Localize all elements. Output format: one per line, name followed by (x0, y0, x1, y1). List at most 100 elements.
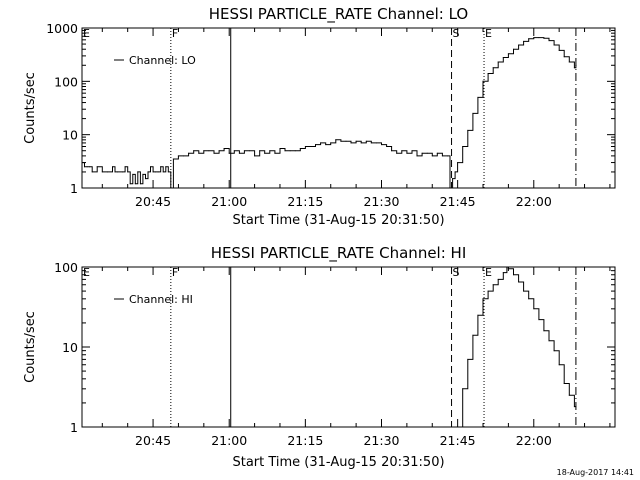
data-point-lo (396, 152, 398, 154)
data-point-lo (340, 140, 342, 142)
event-marker-lo: E (485, 27, 492, 40)
data-point-lo (259, 150, 261, 152)
data-point-lo (203, 150, 205, 152)
data-point-lo (381, 144, 382, 146)
data-point-lo (325, 144, 327, 146)
data-point-hi (523, 290, 525, 292)
event-marker-lo: S (453, 27, 460, 40)
data-point-hi (553, 350, 555, 352)
y-tick-label-lo: 100 (54, 74, 78, 89)
data-point-lo (411, 150, 413, 152)
data-point-lo (132, 173, 134, 175)
data-point-lo (170, 187, 172, 189)
data-point-hi (502, 272, 504, 274)
data-point-lo (188, 152, 190, 154)
chart-title-lo: HESSI PARTICLE_RATE Channel: LO (209, 5, 468, 24)
data-point-lo (426, 152, 428, 154)
data-point-hi (568, 394, 570, 396)
data-point-lo (462, 146, 464, 147)
plot-frame-lo (81, 27, 616, 189)
legend-entry-hi: Channel: HI (129, 293, 193, 306)
data-point-lo (457, 162, 459, 164)
y-tick-label-hi: 1 (70, 420, 78, 435)
data-point-hi (548, 340, 550, 342)
data-point-lo (284, 150, 286, 152)
data-point-hi (472, 334, 474, 336)
data-point-lo (563, 56, 565, 58)
data-point-lo (155, 171, 157, 173)
data-point-lo (320, 142, 322, 144)
data-point-lo (309, 146, 311, 147)
data-point-lo (350, 142, 352, 144)
x-tick-label-hi: 20:45 (135, 433, 171, 448)
x-tick-label-lo: 22:00 (516, 194, 552, 209)
corner-marker-hi: E (83, 266, 90, 279)
data-point-lo (96, 166, 98, 168)
event-marker-lo: F (172, 27, 178, 40)
data-point-hi (462, 388, 464, 390)
chart-panel-lo: HESSI PARTICLE_RATE Channel: LO 1 10 100 100… (23, 5, 616, 228)
data-point-lo (183, 155, 184, 157)
data-point-lo (150, 166, 151, 168)
plot-frame-hi (81, 266, 616, 428)
data-point-lo (487, 73, 489, 74)
data-point-lo (233, 150, 235, 152)
data-point-lo (523, 40, 525, 42)
data-point-lo (137, 171, 139, 173)
data-point-lo (198, 152, 200, 154)
data-point-lo (528, 38, 530, 40)
data-point-lo (533, 37, 535, 39)
data-point-lo (139, 183, 141, 185)
data-point-lo (122, 171, 124, 173)
data-point-lo (360, 142, 362, 144)
data-point-lo (299, 148, 301, 149)
data-point-lo (142, 173, 144, 175)
data-point-lo (114, 171, 116, 173)
x-tick-label-hi: 22:00 (516, 433, 552, 448)
data-point-lo (218, 150, 220, 152)
data-point-lo (449, 187, 451, 189)
data-point-lo (81, 162, 83, 164)
data-point-lo (145, 178, 146, 180)
data-point-lo (335, 139, 337, 141)
event-marker-hi: F (172, 266, 178, 279)
data-point-lo (289, 150, 291, 152)
data-point-lo (441, 155, 443, 157)
data-point-lo (548, 40, 550, 42)
data-point-lo (213, 152, 215, 154)
x-tick-label-lo: 21:15 (287, 194, 323, 209)
data-point-lo (208, 150, 210, 152)
data-point-hi (543, 330, 545, 332)
data-point-lo (243, 150, 245, 152)
data-point-lo (406, 152, 408, 154)
data-point-lo (101, 171, 103, 173)
data-point-hi (573, 406, 575, 408)
data-point-lo (401, 150, 403, 152)
data-point-lo (416, 155, 418, 157)
data-point-lo (91, 171, 93, 173)
data-point-lo (386, 146, 388, 147)
data-point-lo (134, 183, 136, 185)
y-tick-label-hi: 10 (62, 340, 78, 355)
data-point-lo (84, 166, 85, 168)
event-marker-hi: E (485, 266, 492, 279)
data-point-lo (507, 53, 509, 55)
y-axis-label-hi: Counts/sec (23, 311, 38, 383)
data-point-hi (507, 268, 509, 270)
data-point-lo (304, 146, 306, 147)
data-point-lo (355, 140, 357, 142)
corner-marker-lo: E (83, 27, 90, 40)
data-point-lo (294, 150, 296, 152)
data-point-lo (477, 96, 479, 98)
data-point-lo (421, 152, 423, 154)
data-point-lo (431, 155, 433, 157)
data-point-hi (538, 319, 540, 321)
data-point-hi (528, 298, 530, 300)
data-point-lo (127, 171, 129, 173)
data-point-lo (553, 44, 555, 46)
data-point-hi (506, 266, 508, 268)
data-point-lo (513, 48, 514, 50)
footer-timestamp: 18-Aug-2017 14:41 (557, 468, 634, 477)
data-point-lo (269, 150, 271, 152)
legend-entry-lo: Channel: LO (129, 54, 196, 67)
